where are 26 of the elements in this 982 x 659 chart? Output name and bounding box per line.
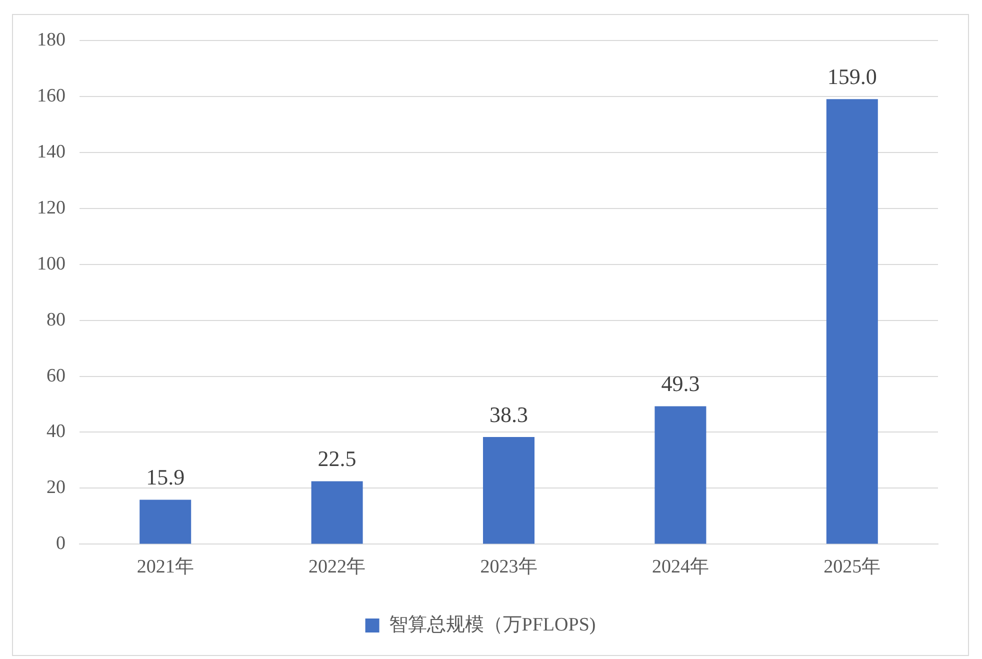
bar — [311, 481, 363, 544]
y-tick-label: 100 — [37, 253, 66, 274]
y-tick-label: 80 — [46, 309, 66, 330]
text: 49.3 — [661, 370, 700, 396]
bar — [826, 99, 878, 544]
y-tick-label: 180 — [37, 29, 66, 50]
x-tick-label: 2022年 — [308, 556, 366, 578]
text: 15.9 — [146, 464, 185, 490]
text: 38.3 — [490, 402, 528, 427]
bar — [140, 500, 192, 544]
y-tick-label: 20 — [46, 477, 66, 498]
y-tick-label: 0 — [56, 533, 66, 554]
bar — [482, 437, 535, 544]
legend-label: 智算总规模（万PFLOPS) — [388, 614, 596, 636]
text: 22.5 — [318, 446, 356, 472]
y-tick-label: 140 — [37, 141, 66, 162]
x-tick-label: 2025年 — [824, 556, 881, 578]
x-tick-label: 2023年 — [480, 556, 538, 578]
y-tick-label: 160 — [37, 85, 66, 106]
bar — [654, 406, 706, 544]
x-tick-label: 2024年 — [652, 556, 709, 578]
x-tick-label: 2021年 — [136, 556, 194, 578]
y-tick-label: 40 — [46, 421, 66, 442]
text: 159.0 — [827, 64, 877, 89]
y-tick-label: 120 — [37, 197, 66, 218]
y-tick-label: 60 — [46, 365, 66, 386]
